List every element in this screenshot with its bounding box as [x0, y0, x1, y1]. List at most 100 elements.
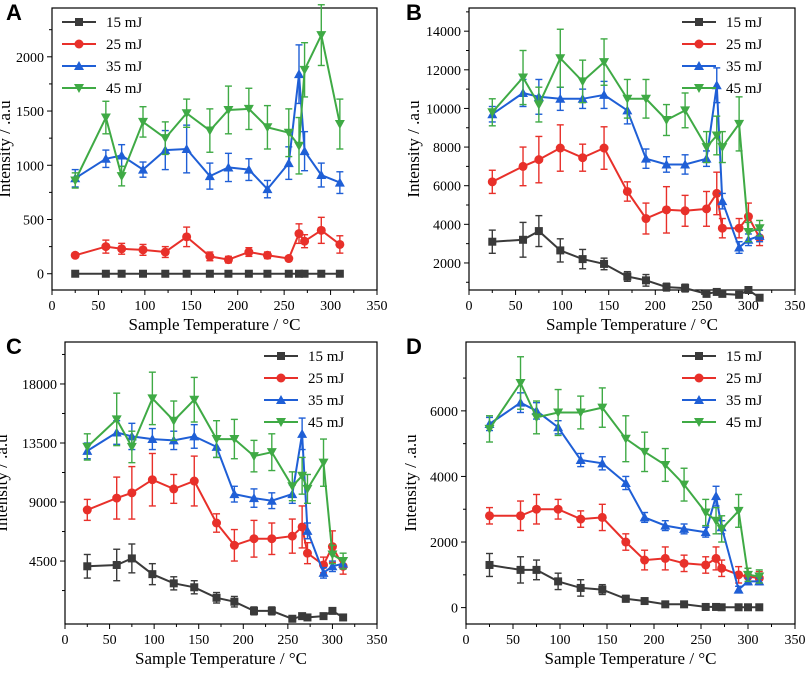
y-tick-label: 2000 [430, 536, 458, 551]
x-tick-label: 350 [367, 633, 388, 648]
legend-label: 15 mJ [726, 349, 762, 365]
data-point [335, 239, 345, 249]
data-point [755, 293, 764, 302]
data-point [190, 583, 199, 592]
panel-label: A [6, 0, 22, 25]
legend-marker [694, 395, 704, 404]
legend-marker [695, 18, 703, 26]
data-point [534, 155, 544, 165]
data-point [534, 227, 543, 236]
data-point [168, 416, 179, 426]
data-point [734, 570, 744, 580]
y-tick-label: 6000 [430, 405, 458, 420]
data-point [662, 283, 671, 292]
x-tick-label: 50 [506, 633, 520, 648]
x-tick-label: 300 [738, 299, 759, 314]
series-line [489, 508, 760, 580]
x-tick-label: 0 [466, 299, 473, 314]
data-point [223, 105, 234, 115]
data-point [621, 537, 631, 547]
legend-marker [694, 39, 704, 49]
data-point [147, 394, 158, 404]
data-point [640, 94, 651, 104]
legend-marker [74, 61, 84, 70]
y-tick-label: 4500 [29, 555, 57, 570]
data-point [680, 106, 691, 116]
x-tick-label: 200 [233, 633, 254, 648]
data-point [712, 602, 721, 611]
x-tick-label: 100 [134, 299, 155, 314]
data-point [744, 286, 753, 294]
data-point [266, 448, 277, 458]
data-point [711, 491, 722, 501]
legend-marker [277, 352, 285, 360]
data-point [711, 553, 721, 563]
y-axis-title: Intensity / .a.u [401, 434, 420, 532]
data-point [160, 134, 171, 144]
data-point [640, 597, 649, 606]
data-point [621, 594, 630, 603]
data-point [754, 572, 765, 582]
data-point [515, 378, 526, 388]
x-tick-label: 250 [691, 633, 712, 648]
data-point [249, 534, 259, 544]
data-point [182, 232, 192, 242]
data-point [249, 606, 258, 615]
series-line [489, 564, 760, 609]
y-tick-label: 2000 [16, 51, 44, 66]
data-point [701, 560, 711, 570]
x-tick-label: 100 [552, 299, 573, 314]
data-point [204, 126, 215, 136]
y-tick-label: 4000 [430, 470, 458, 485]
data-point [701, 143, 712, 153]
data-point [147, 434, 158, 444]
data-point [339, 613, 348, 622]
data-point [300, 269, 309, 278]
data-point [117, 269, 126, 278]
data-point [700, 527, 711, 537]
x-tick-label: 250 [691, 299, 712, 314]
data-point [597, 458, 608, 468]
data-point [100, 153, 111, 163]
data-point [532, 504, 541, 514]
data-point [116, 172, 127, 182]
legend-marker [74, 39, 84, 49]
data-point [244, 247, 254, 257]
data-point [488, 237, 497, 246]
data-point [287, 482, 298, 492]
data-point [734, 603, 743, 612]
legend-marker [75, 18, 83, 26]
y-tick-label: 0 [451, 602, 458, 617]
data-point [223, 255, 233, 265]
data-point [623, 272, 632, 281]
data-point [487, 108, 498, 118]
data-point [620, 434, 631, 444]
data-point [578, 153, 588, 163]
data-point [205, 269, 214, 278]
data-point [82, 442, 93, 452]
data-point [100, 113, 111, 123]
x-tick-label: 200 [645, 299, 666, 314]
data-point [181, 109, 192, 119]
data-point [640, 555, 650, 565]
data-point [660, 553, 670, 563]
legend: 15 mJ 25 mJ 35 mJ 45 mJ [682, 15, 762, 97]
y-tick-label: 14000 [426, 25, 461, 40]
data-point [294, 229, 304, 239]
series-25-mj [485, 493, 764, 586]
data-point [244, 269, 253, 278]
data-point [299, 146, 310, 156]
y-axis-title: Intensity / .a.u [0, 434, 11, 532]
data-point [641, 276, 650, 285]
data-point [533, 100, 544, 110]
data-point [717, 603, 726, 612]
legend-label: 45 mJ [726, 415, 762, 431]
x-tick-label: 150 [181, 299, 202, 314]
legend-label: 25 mJ [726, 37, 762, 53]
data-point [518, 161, 528, 171]
series-line [86, 396, 344, 562]
series-line [74, 32, 341, 181]
series-15-mj [485, 552, 764, 612]
data-point [148, 570, 157, 579]
series-25-mj [82, 452, 348, 575]
